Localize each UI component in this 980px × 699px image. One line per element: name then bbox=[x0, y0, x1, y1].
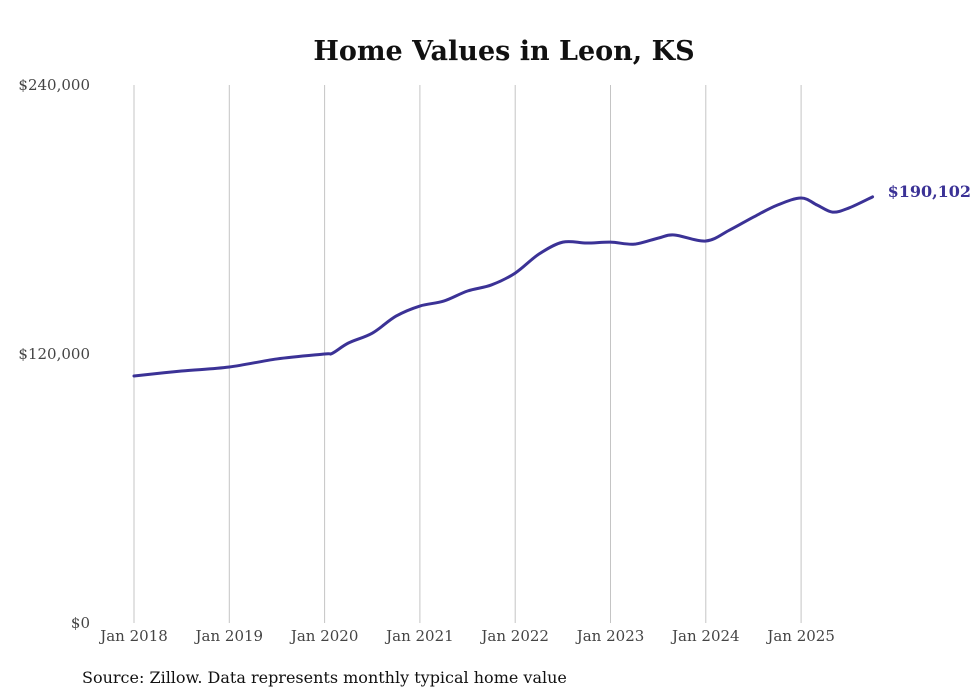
x-tick-label: Jan 2023 bbox=[575, 627, 645, 645]
x-tick-label: Jan 2021 bbox=[384, 627, 454, 645]
source-note: Source: Zillow. Data represents monthly … bbox=[82, 668, 567, 687]
series-line bbox=[132, 195, 875, 378]
y-tick-label: $120,000 bbox=[18, 345, 90, 363]
end-value-label: $190,102 bbox=[888, 182, 972, 201]
x-tick-label: Jan 2022 bbox=[479, 627, 549, 645]
x-tick-label: Jan 2018 bbox=[98, 627, 168, 645]
x-tick-label: Jan 2024 bbox=[670, 627, 740, 645]
y-axis: $0 $120,000 $240,000 bbox=[18, 76, 90, 632]
x-axis: Jan 2018 Jan 2019 Jan 2020 Jan 2021 Jan 2022… bbox=[98, 627, 835, 645]
grid-lines bbox=[133, 85, 802, 623]
y-tick-label: $240,000 bbox=[18, 76, 90, 94]
x-tick-label: Jan 2019 bbox=[194, 627, 264, 645]
x-tick-label: Jan 2020 bbox=[289, 627, 359, 645]
x-tick-label: Jan 2025 bbox=[765, 627, 835, 645]
y-tick-label: $0 bbox=[71, 614, 90, 632]
chart-title: Home Values in Leon, KS bbox=[313, 36, 694, 67]
